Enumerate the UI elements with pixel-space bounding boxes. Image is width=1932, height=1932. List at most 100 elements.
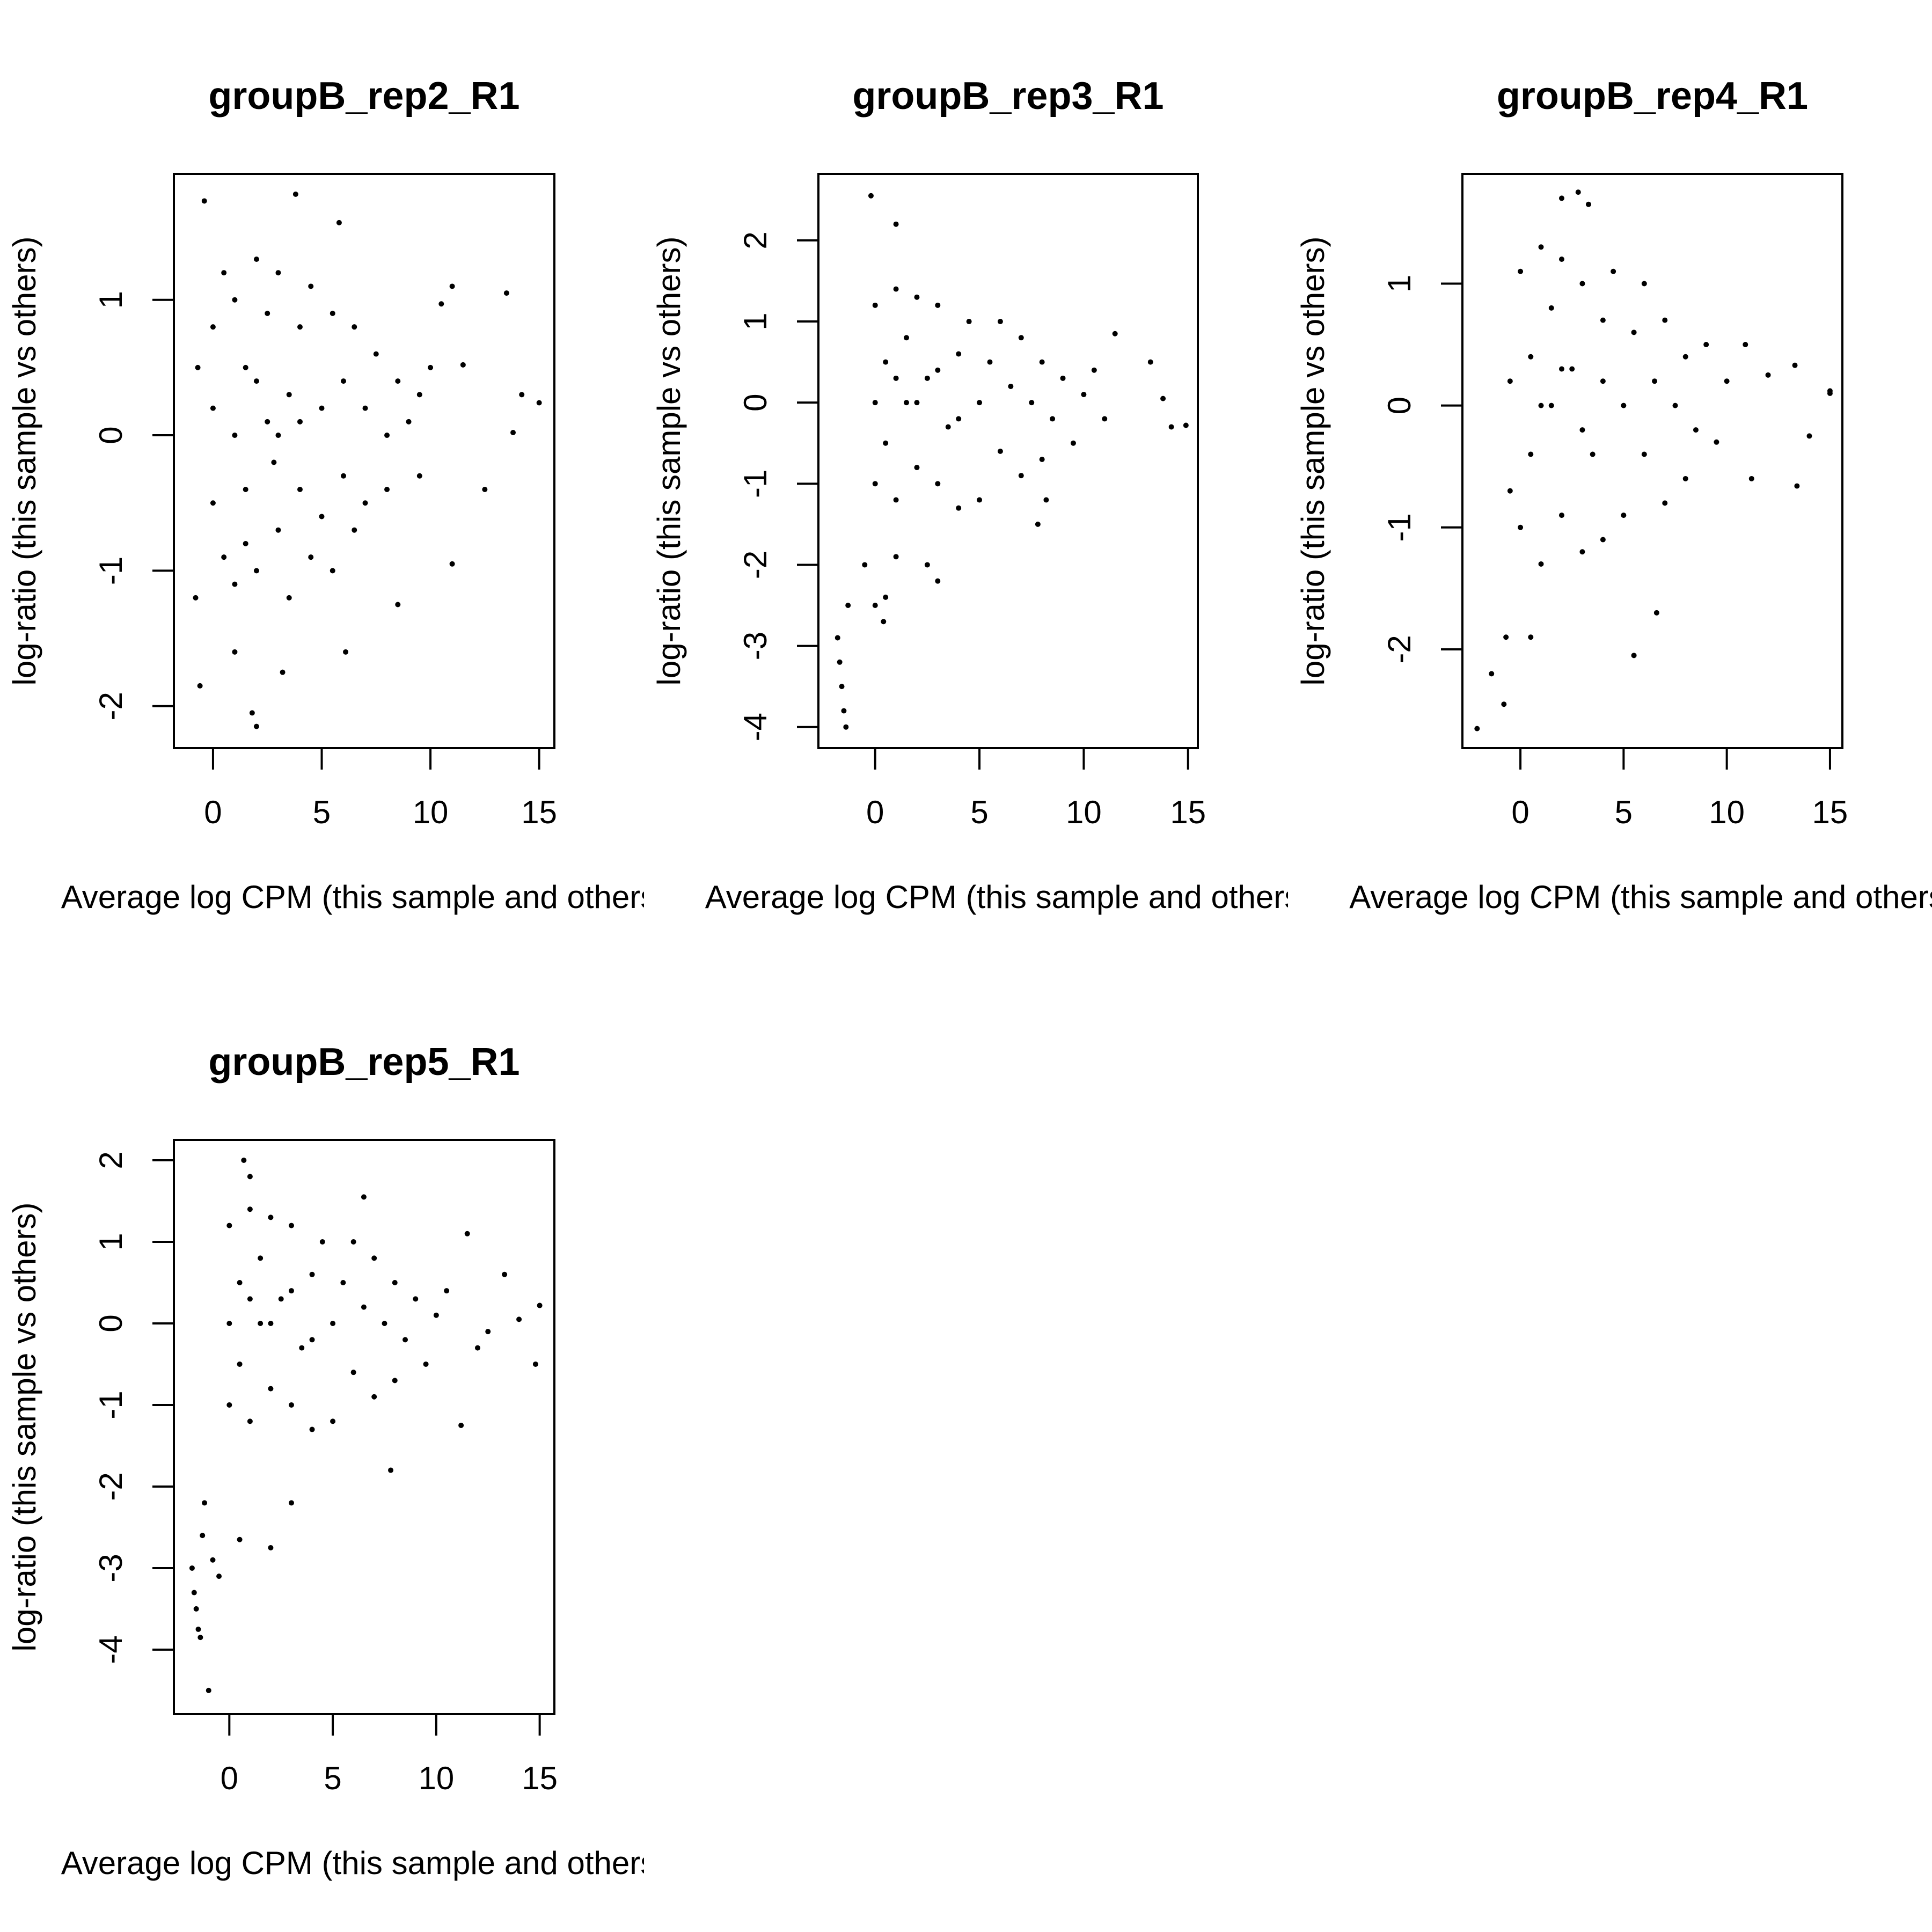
x-tick-label: 5 <box>1615 794 1633 830</box>
y-tick-label: -1 <box>1381 513 1417 541</box>
point <box>253 378 259 384</box>
point <box>460 362 466 368</box>
point <box>872 302 878 308</box>
point <box>200 1533 206 1539</box>
point <box>361 1304 367 1310</box>
point <box>966 319 972 325</box>
point <box>201 198 207 204</box>
y-tick-label: 0 <box>737 393 773 411</box>
point <box>835 635 840 641</box>
y-tick-label: 0 <box>93 426 129 444</box>
point <box>341 378 347 384</box>
x-tick-label: 15 <box>1812 794 1848 830</box>
point <box>237 1536 243 1542</box>
point <box>268 1545 274 1550</box>
point <box>1507 488 1513 494</box>
point <box>1631 330 1637 335</box>
point <box>237 1279 243 1285</box>
point <box>1008 383 1014 389</box>
point <box>226 1402 232 1408</box>
point <box>288 1223 294 1228</box>
point <box>977 497 983 503</box>
y-tick-label: -2 <box>93 692 129 720</box>
point <box>371 1394 377 1400</box>
point <box>210 324 216 330</box>
point <box>288 1288 294 1294</box>
y-tick-label: -3 <box>93 1554 129 1582</box>
point <box>1662 500 1668 506</box>
point <box>268 1386 274 1392</box>
point <box>265 419 270 425</box>
point <box>1703 342 1709 348</box>
point <box>1060 375 1066 381</box>
point <box>189 1565 195 1571</box>
point <box>275 433 281 438</box>
point <box>247 1296 253 1302</box>
point <box>945 424 951 430</box>
point <box>197 683 203 689</box>
point <box>1682 475 1688 481</box>
point <box>297 324 303 330</box>
point <box>340 1279 346 1285</box>
point <box>872 603 878 609</box>
point <box>249 710 255 716</box>
point <box>395 378 401 384</box>
y-axis-label: log-ratio (this sample vs others) <box>6 1203 42 1652</box>
point <box>449 283 455 289</box>
point <box>232 433 238 438</box>
y-tick-label: -1 <box>93 1391 129 1419</box>
point <box>297 486 303 492</box>
point <box>503 290 509 296</box>
point <box>1168 424 1174 430</box>
point <box>1507 378 1513 384</box>
x-tick-label: 5 <box>970 794 988 830</box>
point <box>1682 354 1688 360</box>
point <box>343 649 349 655</box>
y-axis-label: log-ratio (this sample vs others) <box>651 237 687 686</box>
point <box>416 392 422 398</box>
point <box>1548 402 1554 408</box>
point <box>275 527 281 533</box>
point <box>221 270 227 276</box>
point <box>1018 473 1024 479</box>
point <box>1091 367 1097 373</box>
point <box>210 1557 216 1563</box>
point <box>935 302 941 308</box>
point <box>243 364 248 370</box>
point <box>402 1337 408 1343</box>
point <box>1070 440 1076 446</box>
y-tick-label: -1 <box>737 470 773 498</box>
panel: groupB_rep2_R1 Average log CPM (this samp… <box>6 75 644 915</box>
point <box>352 324 357 330</box>
x-axis-label: Average log CPM (this sample and others) <box>61 1845 667 1881</box>
point <box>433 1312 439 1318</box>
y-tick-label: 0 <box>1381 397 1417 414</box>
panel: groupB_rep5_R1 Average log CPM (this samp… <box>6 1041 667 1881</box>
point <box>309 1271 315 1277</box>
point <box>210 405 216 411</box>
point <box>935 481 941 487</box>
point <box>247 1174 253 1180</box>
chart-title: groupB_rep4_R1 <box>1497 75 1808 118</box>
panel: groupB_rep3_R1 Average log CPM (this samp… <box>651 75 1288 915</box>
point <box>1489 671 1495 677</box>
point <box>881 619 887 625</box>
point <box>1600 378 1606 384</box>
point <box>352 527 357 533</box>
point <box>1575 189 1581 195</box>
point <box>537 1302 543 1308</box>
y-tick-label: 1 <box>737 312 773 330</box>
point <box>1579 549 1585 555</box>
point <box>206 1687 211 1693</box>
point <box>1765 372 1771 378</box>
point <box>1585 201 1591 207</box>
point <box>193 595 199 601</box>
point <box>258 1255 264 1261</box>
point <box>1672 402 1678 408</box>
point <box>278 1296 284 1302</box>
y-tick-label: -2 <box>737 551 773 579</box>
point <box>904 400 910 406</box>
point <box>519 392 525 398</box>
y-tick-label: -3 <box>737 632 773 660</box>
